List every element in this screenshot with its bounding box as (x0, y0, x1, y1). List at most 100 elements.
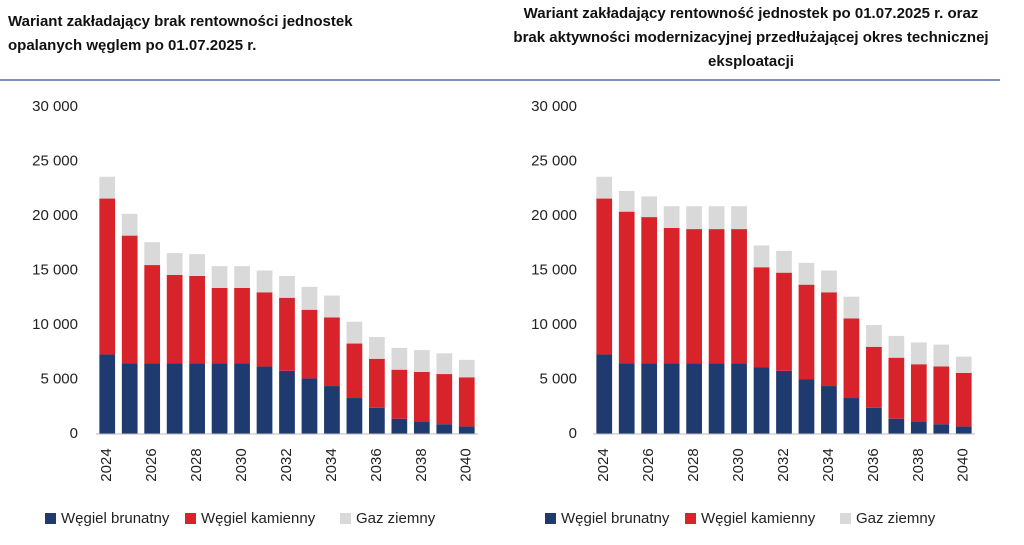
bar-segment (324, 386, 340, 434)
bar-segment (731, 229, 747, 364)
y-tick-label: 15 000 (32, 261, 78, 278)
bar-segment (369, 407, 385, 434)
legend-label: Gaz ziemny (856, 510, 936, 527)
x-tick-label: 2024 (595, 448, 612, 481)
bar-segment (888, 357, 905, 419)
bar-segment (618, 211, 635, 364)
bar-segment (121, 363, 138, 434)
bar-segment (436, 424, 453, 434)
bar-segment (301, 286, 318, 310)
bar-segment (458, 377, 475, 427)
x-tick-label: 2034 (323, 448, 340, 481)
bar-segment (910, 364, 927, 423)
bar-segment (866, 407, 882, 434)
bar-segment (144, 242, 161, 266)
x-tick-label: 2040 (458, 448, 475, 481)
bar-segment (933, 344, 950, 367)
x-tick-label: 2026 (640, 448, 657, 481)
legend-swatch (45, 513, 56, 524)
bar-segment (843, 296, 860, 319)
bar-segment (596, 354, 613, 434)
bar-segment (279, 297, 295, 371)
x-tick-label: 2024 (98, 448, 115, 481)
bar-segment (798, 379, 815, 434)
bar-segment (798, 284, 815, 380)
bar-segment (596, 198, 613, 355)
bar-segment (910, 342, 927, 365)
x-tick-label: 2034 (820, 448, 837, 481)
bar-segment (234, 363, 250, 434)
bar-segment (256, 292, 273, 367)
bar-segment (413, 371, 430, 423)
legend-label: Węgiel brunatny (61, 510, 170, 527)
x-tick-label: 2028 (685, 448, 702, 481)
bar-segment (686, 363, 702, 434)
bar-segment (663, 363, 680, 434)
bar-segment (413, 350, 430, 372)
bar-segment (708, 206, 725, 230)
bar-segment (234, 266, 250, 288)
x-tick-label: 2030 (730, 448, 747, 481)
bar-segment (731, 206, 747, 230)
bar-segment (798, 262, 815, 285)
bar-segment (933, 366, 950, 425)
legend-swatch (185, 513, 196, 524)
legend-label: Węgiel kamienny (701, 510, 816, 527)
bar-segment (888, 335, 905, 358)
bar-segment (641, 217, 658, 364)
bar-segment (821, 270, 837, 293)
bar-segment (776, 250, 792, 273)
bar-segment (189, 275, 205, 364)
y-tick-label: 5 000 (539, 370, 577, 387)
y-tick-label: 20 000 (531, 207, 577, 224)
legend-swatch (840, 513, 851, 524)
bar-segment (256, 366, 273, 434)
y-tick-label: 0 (569, 425, 577, 442)
bar-segment (933, 424, 950, 434)
bar-segment (753, 267, 770, 368)
bar-segment (753, 367, 770, 434)
bar-segment (279, 275, 295, 298)
bar-segment (596, 176, 613, 199)
bar-segment (413, 422, 430, 434)
legend-swatch (545, 513, 556, 524)
x-tick-label: 2040 (955, 448, 972, 481)
bar-segment (144, 265, 161, 364)
bar-segment (211, 287, 228, 364)
y-tick-label: 25 000 (32, 152, 78, 169)
bar-segment (99, 198, 116, 355)
legend-label: Gaz ziemny (356, 510, 436, 527)
bar-segment (955, 426, 972, 434)
bar-segment (346, 343, 363, 399)
x-tick-label: 2038 (910, 448, 927, 481)
bar-segment (99, 354, 116, 434)
bar-segment (458, 359, 475, 378)
bar-segment (686, 206, 702, 230)
x-tick-label: 2036 (865, 448, 882, 481)
bar-segment (369, 358, 385, 408)
y-tick-label: 5 000 (40, 370, 78, 387)
bar-segment (866, 325, 882, 347)
bar-segment (731, 363, 747, 434)
bar-segment (866, 346, 882, 408)
bar-segment (436, 353, 453, 375)
x-tick-label: 2036 (368, 448, 385, 481)
bar-segment (144, 363, 161, 434)
y-tick-label: 30 000 (531, 98, 577, 115)
bar-segment (776, 370, 792, 434)
x-tick-label: 2030 (233, 448, 250, 481)
bar-segment (256, 270, 273, 293)
bar-segment (121, 235, 138, 364)
bar-segment (324, 317, 340, 387)
bar-segment (663, 227, 680, 364)
bar-segment (99, 176, 116, 199)
bar-segment (189, 363, 205, 434)
bar-segment (618, 190, 635, 212)
y-tick-label: 25 000 (531, 152, 577, 169)
bar-segment (843, 398, 860, 434)
bar-segment (301, 378, 318, 434)
bar-segment (955, 372, 972, 427)
bar-segment (279, 370, 295, 434)
